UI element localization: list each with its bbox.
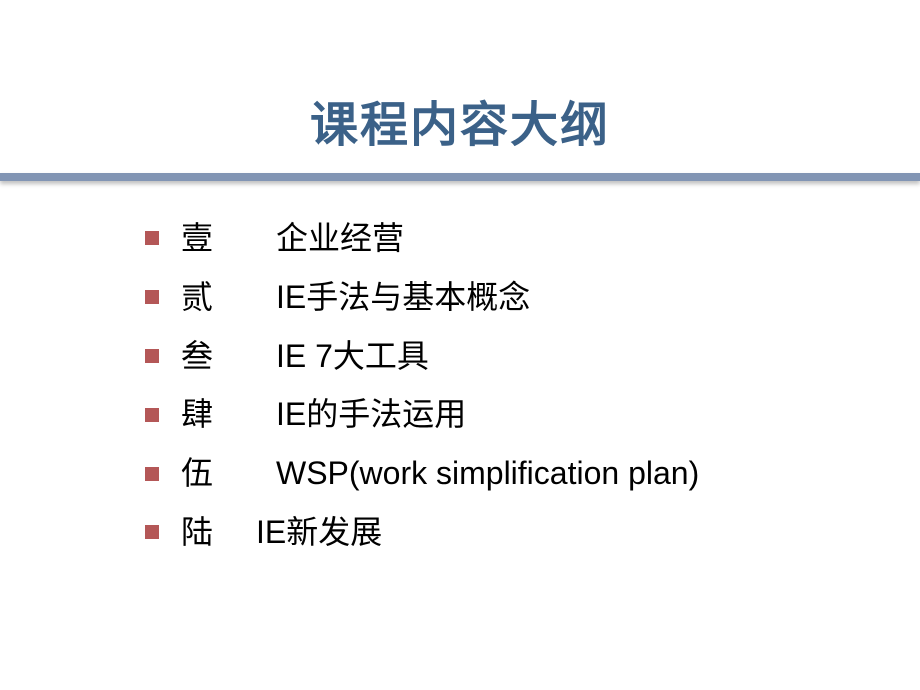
list-item: 贰IE手法与基本概念 <box>145 275 920 320</box>
item-number: 伍 <box>181 451 276 496</box>
list-item: 肆IE的手法运用 <box>145 392 920 437</box>
item-label: WSP(work simplification plan) <box>276 455 699 491</box>
item-text: 叁IE 7大工具 <box>181 334 429 379</box>
item-text: 陆IE新发展 <box>181 510 382 555</box>
item-label: IE的手法运用 <box>276 396 466 432</box>
item-text: 贰IE手法与基本概念 <box>181 275 530 320</box>
list-item: 叁IE 7大工具 <box>145 334 920 379</box>
bullet-icon <box>145 231 159 245</box>
item-label: 企业经营 <box>276 220 404 256</box>
item-text: 肆IE的手法运用 <box>181 392 466 437</box>
bullet-icon <box>145 349 159 363</box>
item-label: IE 7大工具 <box>276 338 429 374</box>
item-number: 贰 <box>181 275 276 320</box>
title-divider <box>0 173 920 181</box>
item-number: 肆 <box>181 392 276 437</box>
bullet-icon <box>145 467 159 481</box>
slide-title: 课程内容大纲 <box>0 85 920 155</box>
item-label: IE新发展 <box>256 514 382 550</box>
bullet-icon <box>145 408 159 422</box>
item-text: 伍WSP(work simplification plan) <box>181 451 699 496</box>
content-area: 壹企业经营 贰IE手法与基本概念 叁IE 7大工具 肆IE的手法运用 伍WSP(… <box>0 216 920 555</box>
item-text: 壹企业经营 <box>181 216 404 261</box>
list-item: 壹企业经营 <box>145 216 920 261</box>
list-item: 伍WSP(work simplification plan) <box>145 451 920 496</box>
item-label: IE手法与基本概念 <box>276 279 530 315</box>
item-number: 陆 <box>181 510 256 555</box>
bullet-icon <box>145 290 159 304</box>
list-item: 陆IE新发展 <box>145 510 920 555</box>
slide-container: 课程内容大纲 壹企业经营 贰IE手法与基本概念 叁IE 7大工具 肆IE的手法运… <box>0 0 920 690</box>
bullet-icon <box>145 525 159 539</box>
item-number: 壹 <box>181 216 276 261</box>
item-number: 叁 <box>181 334 276 379</box>
